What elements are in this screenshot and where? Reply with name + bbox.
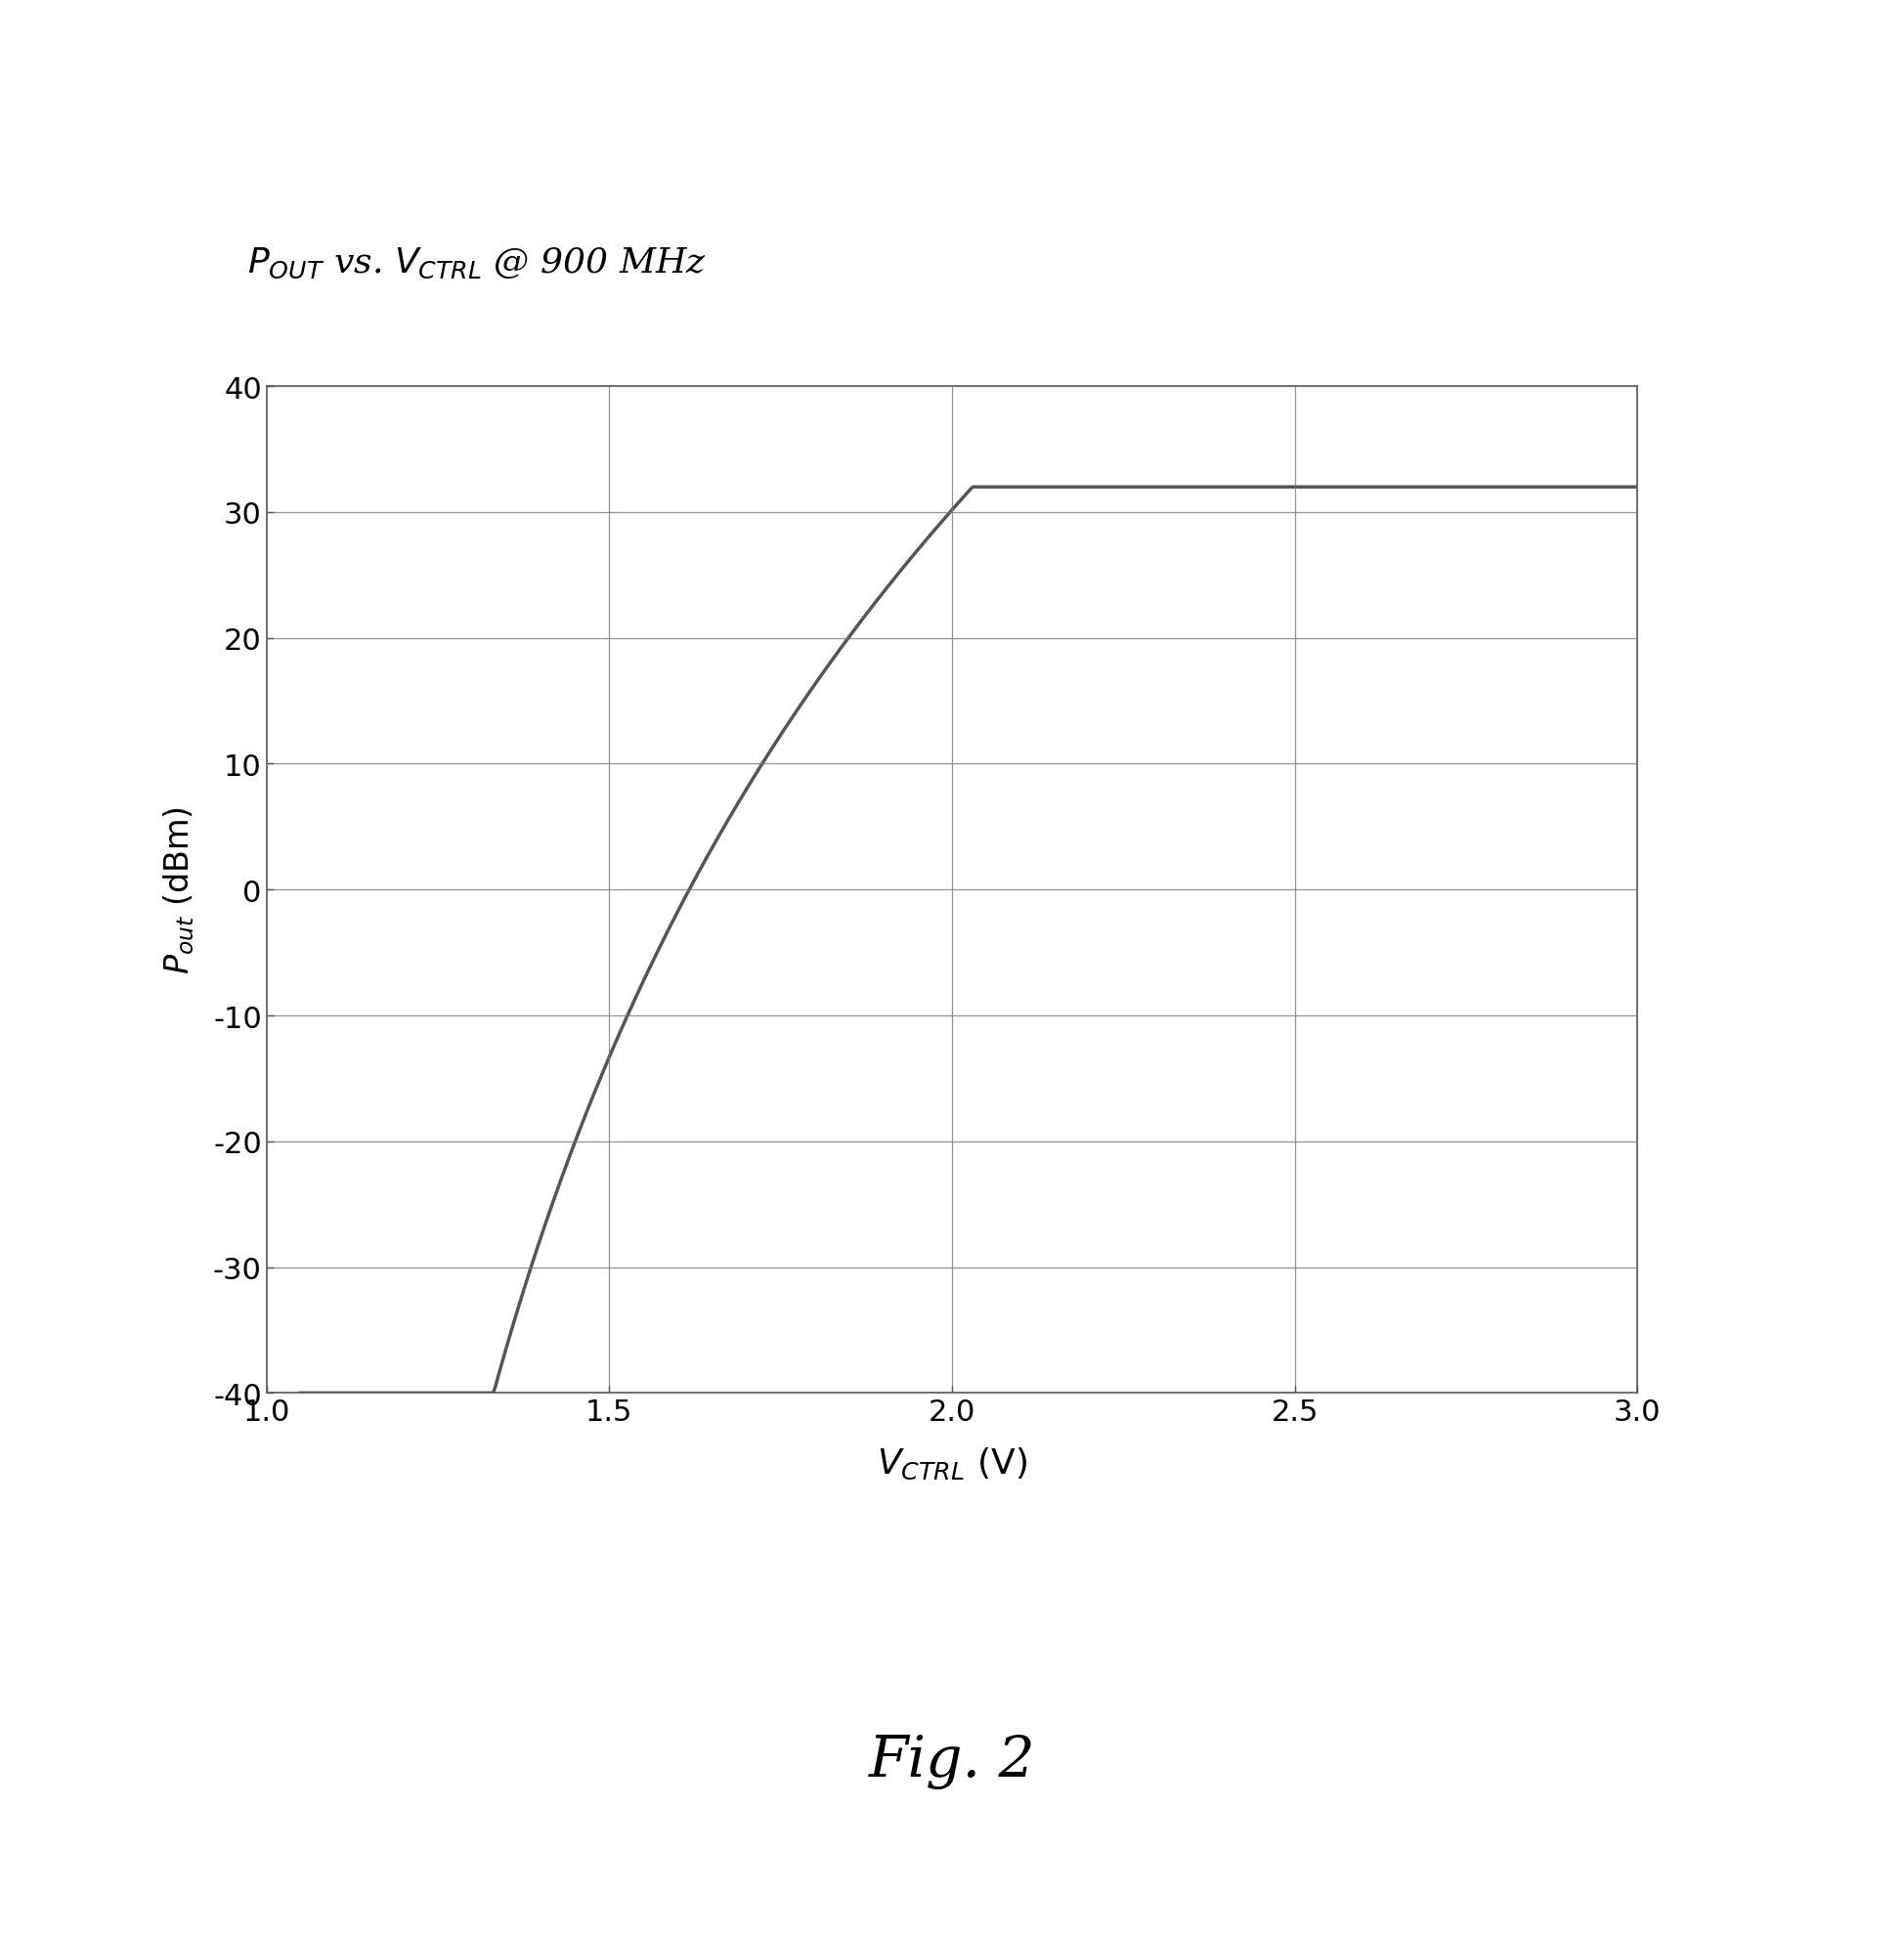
Y-axis label: $\mathit{P}_{\mathit{out}}\ \mathrm{(dBm)}$: $\mathit{P}_{\mathit{out}}\ \mathrm{(dBm… xyxy=(162,807,196,973)
Text: $\mathit{P}_{\mathit{OUT}}$ vs. $\mathit{V}_{\mathit{CTRL}}$ @ 900 MHz: $\mathit{P}_{\mathit{OUT}}$ vs. $\mathit… xyxy=(248,246,706,281)
Text: Fig. 2: Fig. 2 xyxy=(868,1734,1036,1788)
X-axis label: $\mathit{V}_{\mathit{CTRL}}\ \mathrm{(V)}$: $\mathit{V}_{\mathit{CTRL}}\ \mathrm{(V)… xyxy=(876,1445,1028,1480)
